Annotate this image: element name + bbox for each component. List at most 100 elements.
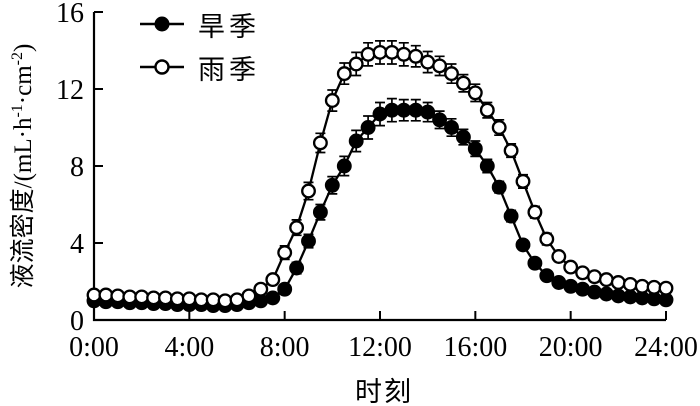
y-tick-label: 4 [70, 229, 84, 260]
data-point-dry-season [396, 102, 412, 118]
data-point-dry-season [348, 133, 364, 149]
data-point-rainy-season [134, 289, 150, 305]
x-tick-label: 20:00 [539, 332, 603, 363]
data-point-rainy-season [193, 292, 209, 308]
data-point-dry-season [444, 120, 459, 135]
data-point-dry-season [527, 255, 543, 271]
data-point-rainy-season [146, 290, 162, 306]
data-point-dry-season [301, 233, 316, 249]
data-point-dry-season [360, 120, 376, 135]
legend-label-rainy-season: 雨季 [198, 54, 260, 85]
data-point-dry-season [563, 278, 579, 294]
data-point-rainy-season [646, 279, 662, 295]
legend-label-dry-season: 旱季 [198, 11, 260, 42]
y-axis-title-superscript: -2 [9, 51, 26, 66]
data-point-dry-season [312, 204, 328, 220]
data-point-dry-season [503, 208, 519, 224]
data-point-rainy-season [229, 292, 245, 308]
data-point-rainy-season [515, 173, 531, 189]
data-point-dry-season [420, 104, 436, 120]
data-point-dry-season [587, 284, 602, 300]
data-point-rainy-season [360, 46, 376, 62]
data-point-rainy-season [479, 102, 495, 118]
data-point-rainy-season [98, 287, 114, 303]
data-point-rainy-season [444, 66, 459, 82]
data-point-rainy-season [181, 291, 197, 307]
data-point-rainy-season [205, 292, 221, 308]
open-circle-marker [140, 59, 184, 75]
data-point-rainy-season [432, 58, 448, 74]
data-point-rainy-season [312, 135, 328, 151]
x-tick-label: 12:00 [348, 332, 412, 363]
data-point-dry-season [336, 158, 352, 174]
data-point-rainy-season [420, 54, 436, 70]
x-tick-label: 8:00 [260, 332, 310, 363]
x-tick-label: 4:00 [164, 332, 214, 363]
data-point-rainy-season [289, 220, 305, 236]
data-point-dry-season [289, 260, 305, 276]
y-axis-title-text: ·cm [10, 65, 37, 105]
y-tick-label: 8 [70, 152, 84, 183]
y-axis-title-text: 液流密度/(mL·h [10, 117, 37, 289]
data-point-rainy-season [324, 93, 340, 108]
y-tick-label: 12 [56, 75, 84, 106]
y-axis-title-text: ) [10, 43, 37, 52]
y-axis-title: 液流密度/(mL·h-1·cm-2) [0, 0, 37, 369]
data-point-dry-season [432, 112, 448, 128]
data-point-rainy-season [277, 245, 293, 261]
data-point-dry-season [479, 158, 495, 174]
data-point-rainy-season [491, 120, 507, 135]
data-point-dry-season [408, 102, 424, 118]
data-point-rainy-season [217, 293, 233, 309]
data-point-dry-season [277, 281, 293, 297]
data-point-rainy-season [587, 269, 602, 285]
data-point-dry-season [265, 290, 281, 306]
x-tick-label: 24:00 [634, 332, 698, 363]
data-point-rainy-season [158, 290, 173, 306]
data-point-rainy-season [503, 143, 519, 159]
data-point-rainy-season [122, 289, 138, 305]
data-point-rainy-season [467, 85, 483, 101]
data-point-dry-season [575, 281, 591, 297]
y-axis-title-superscript: -1 [9, 104, 26, 118]
data-point-rainy-season [169, 291, 185, 307]
data-point-rainy-season [634, 278, 650, 294]
data-point-rainy-season [301, 183, 316, 199]
data-point-dry-season [539, 268, 555, 284]
data-point-rainy-season [408, 48, 424, 64]
data-point-dry-season [491, 179, 507, 195]
data-point-rainy-season [622, 276, 638, 292]
data-point-rainy-season [396, 46, 412, 62]
data-point-rainy-season [455, 75, 471, 91]
data-point-dry-season [455, 129, 471, 145]
data-point-rainy-season [86, 287, 102, 303]
data-point-dry-season [372, 106, 388, 122]
data-point-rainy-season [253, 281, 269, 297]
x-axis-title: 时刻 [355, 377, 413, 406]
data-point-rainy-season [384, 44, 400, 60]
data-point-dry-season [598, 286, 614, 302]
data-point-dry-season [467, 141, 483, 157]
data-point-rainy-season [598, 272, 614, 288]
data-point-rainy-season [658, 280, 674, 296]
legend: 旱季 雨季 [138, 4, 260, 90]
data-point-dry-season [610, 288, 626, 304]
x-tick-label: 0:00 [69, 332, 119, 363]
data-point-rainy-season [610, 275, 626, 290]
data-point-rainy-season [539, 231, 555, 247]
data-point-rainy-season [348, 56, 364, 72]
data-point-rainy-season [110, 288, 126, 304]
data-point-dry-season [515, 237, 531, 253]
data-point-dry-season [622, 289, 638, 305]
y-tick-label: 16 [56, 0, 84, 29]
data-point-dry-season [384, 102, 400, 118]
legend-item-rainy-season: 雨季 [138, 47, 260, 87]
y-tick-label: 0 [70, 306, 84, 337]
data-point-rainy-season [265, 272, 281, 288]
data-point-rainy-season [563, 259, 579, 275]
data-point-rainy-season [336, 66, 352, 82]
data-point-dry-season [551, 275, 567, 290]
data-point-dry-season [324, 177, 340, 193]
